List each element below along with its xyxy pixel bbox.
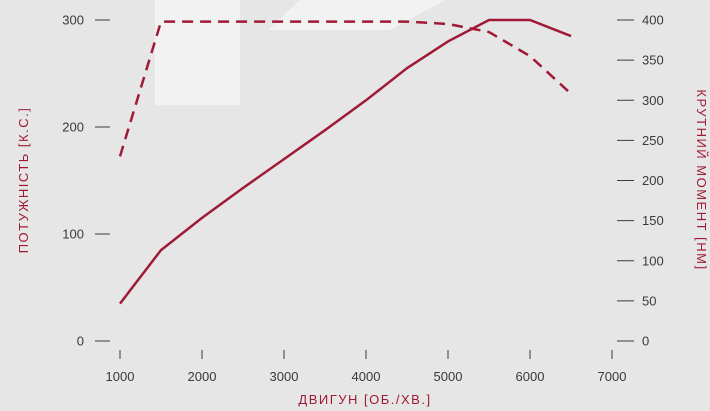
y-right-axis-title: КРУТНИЙ МОМЕНТ [НМ] [694,89,709,270]
x-tick-label: 5000 [434,369,463,384]
x-tick-label: 4000 [352,369,381,384]
power-line [119,18,572,305]
x-tick-label: 7000 [598,369,627,384]
y-right-tick-label: 250 [642,133,664,148]
x-tick-label: 3000 [270,369,299,384]
y-right-tick-label: 0 [642,334,649,349]
series-layer [118,18,572,305]
x-axis-title: ДВИГУН [ОБ./ХВ.] [298,392,431,407]
watermark-shape-left [155,0,240,105]
y-left-tick-label: 100 [62,227,84,242]
y-right-tick-label: 150 [642,213,664,228]
y-left-tick-label: 200 [62,120,84,135]
y-right-tick-label: 400 [642,13,664,28]
x-tick-label: 6000 [516,369,545,384]
y-left-axis-title: ПОТУЖНІСТЬ [К.С.] [16,107,31,254]
x-tick-label: 2000 [188,369,217,384]
y-right-tick-label: 50 [642,293,656,308]
right-axis: 0 50 100 150 200 250 300 350 400 [617,13,664,349]
left-axis: 0 100 200 300 [62,13,110,349]
y-left-tick-label: 0 [77,334,84,349]
y-right-tick-label: 350 [642,53,664,68]
torque-line [118,20,572,157]
y-right-tick-label: 300 [642,93,664,108]
x-axis: 1000 2000 3000 4000 5000 6000 7000 [106,350,627,384]
y-right-tick-label: 100 [642,253,664,268]
y-right-tick-label: 200 [642,173,664,188]
y-left-tick-label: 300 [62,13,84,28]
x-tick-label: 1000 [106,369,135,384]
watermark-shape-right [268,0,445,30]
